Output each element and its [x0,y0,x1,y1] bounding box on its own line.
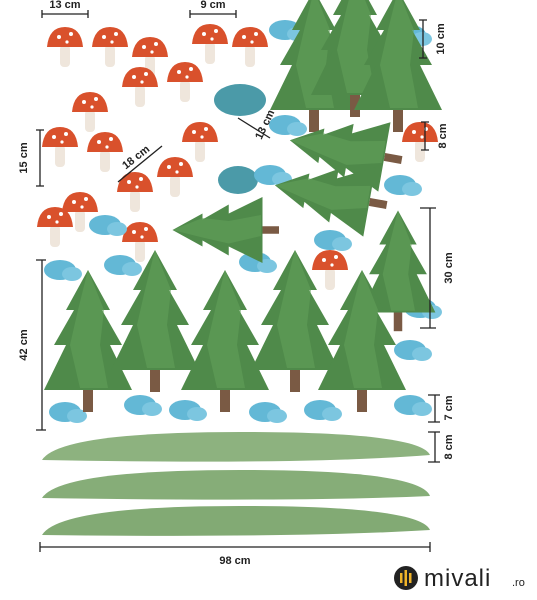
grass-strips [42,432,430,536]
mushrooms [37,24,438,290]
dimension-label: 13 cm [49,0,80,11]
dimension-label: 8 cm [443,434,455,459]
logo: mivali .ro [394,565,525,592]
dimension-label: 8 cm [437,123,449,148]
dimension-lines [36,10,440,552]
logo-suffix: .ro [512,577,525,589]
dimension-label: 10 cm [435,23,447,54]
dimension-label: 30 cm [443,252,455,283]
dimension-label: 7 cm [443,395,455,420]
logo-name: mivali [424,565,491,592]
trees [44,0,442,412]
dimension-label: 42 cm [18,329,30,360]
dimension-label: 98 cm [219,555,250,567]
dimension-label: 15 cm [18,142,30,173]
dimension-label: 9 cm [200,0,225,11]
